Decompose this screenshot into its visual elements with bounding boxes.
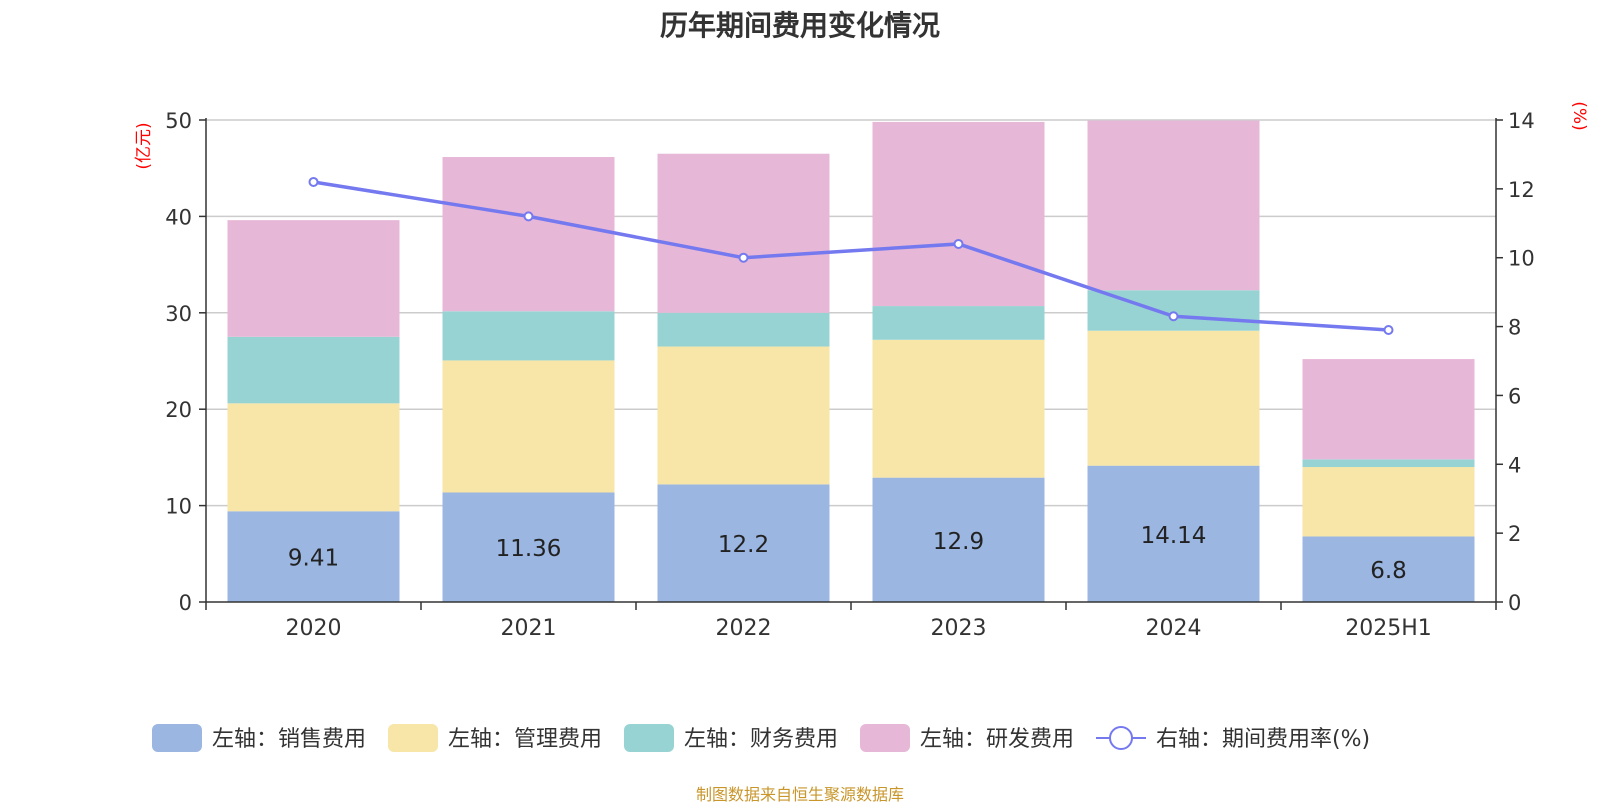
legend-swatch: [860, 724, 910, 752]
left-axis-tick-label: 40: [165, 205, 192, 229]
bar-segment: [872, 339, 1045, 478]
rate-point: [523, 211, 534, 222]
legend-label: 左轴：研发费用: [920, 727, 1074, 752]
right-axis-tick-label: 8: [1508, 316, 1521, 340]
x-axis-tick-label: 2020: [286, 616, 342, 641]
legend-label: 左轴：销售费用: [212, 727, 366, 752]
bar-segment: [227, 403, 400, 512]
rate-point: [953, 238, 964, 249]
left-axis-tick-label: 50: [165, 109, 192, 133]
bar-value-label: 12.2: [718, 532, 769, 558]
right-axis-tick-label: 2: [1508, 522, 1521, 546]
right-axis-unit-label: (%): [1569, 101, 1589, 130]
right-axis-tick-label: 0: [1508, 591, 1521, 615]
bar-segment: [657, 312, 830, 347]
bar-segment: [657, 484, 830, 602]
bar-value-label: 11.36: [496, 536, 562, 562]
bar-segment: [1087, 120, 1260, 291]
rate-point: [308, 176, 319, 187]
data-labels: 9.41 11.36 12.2 12.9 14.14 6.8: [288, 523, 1407, 584]
bar-value-label: 12.9: [933, 529, 984, 555]
line-layer: [308, 176, 1394, 336]
bar-segment: [442, 492, 615, 602]
bar-segment: [227, 220, 400, 337]
legend-marker-icon: [1109, 726, 1133, 750]
x-axis-tick-label: 2025H1: [1345, 616, 1432, 641]
bar-segment: [227, 336, 400, 404]
bar-segment: [872, 306, 1045, 340]
bar-layer: [227, 120, 1475, 602]
right-axis-tick-label: 14: [1508, 109, 1535, 133]
source-note: 制图数据来自恒生聚源数据库: [695, 785, 904, 804]
bar-segment: [657, 153, 830, 313]
bar-segment: [227, 511, 400, 602]
bar-segment: [442, 157, 615, 312]
x-axis-tick-label: 2021: [501, 616, 557, 641]
bar-segment: [1087, 465, 1260, 602]
right-axis-tick-label: 6: [1508, 384, 1521, 408]
legend-label: 左轴：财务费用: [684, 727, 838, 752]
axes: 0 10 20 30 40 50 0 2 4 6 8 10 12 14 2020 2021 2022 2023 20…: [134, 101, 1589, 641]
bar-segment: [872, 121, 1045, 307]
legend-swatch: [152, 724, 202, 752]
bar-segment: [1302, 536, 1475, 602]
bar-segment: [872, 477, 1045, 602]
bar-segment: [657, 346, 830, 485]
left-axis-tick-label: 0: [179, 591, 192, 615]
legend-label: 右轴：期间费用率(%): [1156, 727, 1370, 752]
x-axis-tick-label: 2022: [716, 616, 772, 641]
bar-segment: [1302, 459, 1475, 468]
bar-segment: [442, 311, 615, 361]
rate-point: [1383, 325, 1394, 336]
grid-lines: [206, 119, 1496, 507]
rate-point: [1168, 311, 1179, 322]
bar-segment: [1087, 330, 1260, 466]
right-axis-tick-label: 12: [1508, 178, 1535, 202]
right-axis-tick-label: 4: [1508, 453, 1521, 477]
right-axis-tick-label: 10: [1508, 247, 1535, 271]
left-axis-tick-label: 10: [165, 495, 192, 519]
legend-swatch: [388, 724, 438, 752]
bar-segment: [442, 360, 615, 493]
rate-point: [738, 252, 749, 263]
bar-value-label: 9.41: [288, 546, 339, 572]
bar-value-label: 14.14: [1141, 523, 1207, 549]
left-axis-tick-label: 30: [165, 302, 192, 326]
x-axis-tick-label: 2024: [1146, 616, 1202, 641]
legend-label: 左轴：管理费用: [448, 727, 602, 752]
bar-segment: [1302, 359, 1475, 460]
bar-value-label: 6.8: [1370, 558, 1407, 584]
rate-line: [313, 180, 1389, 332]
left-axis-tick-label: 20: [165, 398, 192, 422]
legend-swatch: [624, 724, 674, 752]
left-axis-unit-label: (亿元): [134, 122, 154, 169]
chart-title: 历年期间费用变化情况: [659, 9, 940, 42]
x-axis-tick-label: 2023: [931, 616, 987, 641]
bar-segment: [1302, 467, 1475, 537]
legend: 左轴：销售费用 左轴：管理费用 左轴：财务费用 左轴：研发费用 右轴：期间费用率(%): [152, 724, 1370, 752]
